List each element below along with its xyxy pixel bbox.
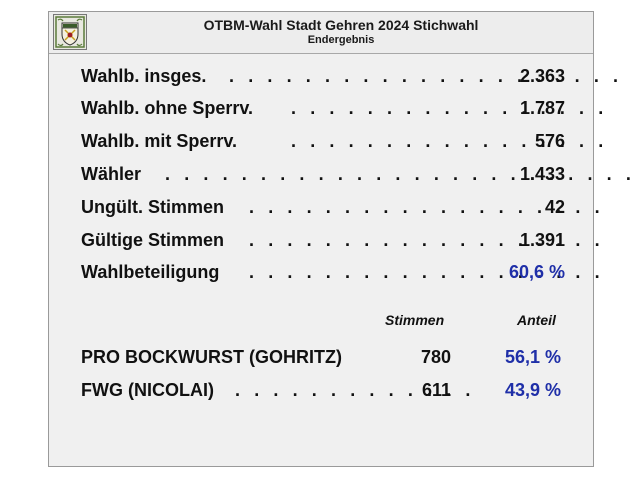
panel-header: OTBM-Wahl Stadt Gehren 2024 Stichwahl En… — [49, 12, 593, 54]
stat-row-wahlbeteiligung: Wahlbeteiligung . . . . . . . . . . . . … — [81, 262, 600, 286]
stat-label: Wahlb. ohne Sperrv. — [81, 98, 254, 118]
leader-dots: . . . . . . . . . . . . . . . . . — [291, 131, 608, 151]
leader-dots: . . . . . . . . . . . . . . . . . . . — [249, 262, 605, 282]
stat-row-waehler: Wähler . . . . . . . . . . . . . . . . .… — [81, 164, 631, 188]
page-subtitle: Endergebnis — [307, 34, 375, 46]
stat-label: Gültige Stimmen — [81, 230, 225, 250]
stat-row-wahlb-ohne-sperrv: Wahlb. ohne Sperrv. . . . . . . . . . . … — [81, 98, 603, 122]
stat-value: 576 — [534, 131, 565, 151]
page-title: OTBM-Wahl Stadt Gehren 2024 Stichwahl — [203, 17, 479, 33]
column-header-share: Anteil — [517, 312, 556, 328]
leader-dots: . . . . . . . . . . . . . . . . . . . . … — [229, 66, 623, 86]
leader-dots: . . . . . . . . . . . . . . . . . . . . … — [165, 164, 636, 184]
stat-row-wahlb-mit-sperrv: Wahlb. mit Sperrv. . . . . . . . . . . .… — [81, 131, 603, 155]
stat-value: 42 — [544, 197, 565, 217]
stat-value: 1.787 — [519, 98, 565, 118]
leader-dots: . . . . . . . . . . . . . . . . . . . — [249, 230, 605, 250]
candidate-label: PRO BOCKWURST (GOHRITZ) — [81, 347, 342, 367]
stat-label: Wahlb. insges. — [81, 66, 207, 86]
results-panel: OTBM-Wahl Stadt Gehren 2024 Stichwahl En… — [48, 11, 631, 467]
stat-value: 1.391 — [519, 230, 565, 250]
coat-of-arms-icon — [53, 14, 87, 50]
candidate-label: FWG (NICOLAI) — [81, 380, 214, 400]
stat-row-wahlb-insges: Wahlb. insges. . . . . . . . . . . . . .… — [81, 66, 618, 90]
candidate-votes: 611 — [421, 380, 451, 400]
column-header-votes: Stimmen — [385, 312, 445, 328]
stat-row-gueltige-stimmen: Gültige Stimmen . . . . . . . . . . . . … — [81, 230, 600, 254]
stat-value: 1.433 — [519, 164, 565, 184]
stat-value: 2.363 — [519, 66, 565, 86]
candidate-share: 43,9 % — [504, 380, 561, 400]
stat-label: Ungült. Stimmen — [81, 197, 224, 217]
leader-dots: . . . . . . . . . . . . . — [235, 380, 476, 400]
leader-dots: . . . . . . . . . . . . . . . . . — [291, 98, 608, 118]
stat-label: Wähler — [81, 164, 142, 184]
leader-dots: . . . . . . . . . . . . . . . . . . . — [249, 197, 605, 217]
stat-label: Wahlb. mit Sperrv. — [81, 131, 238, 151]
stat-label: Wahlbeteiligung — [81, 262, 220, 282]
candidate-votes: 780 — [420, 347, 451, 367]
candidate-share: 56,1 % — [504, 347, 561, 367]
stat-row-ungueltige-stimmen: Ungült. Stimmen . . . . . . . . . . . . … — [81, 197, 600, 221]
stat-value: 60,6 % — [508, 262, 565, 282]
